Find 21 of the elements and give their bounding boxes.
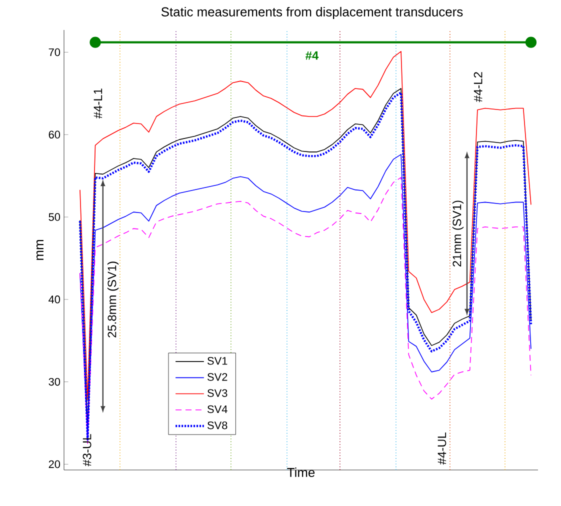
y-tick-label: 60 (48, 130, 60, 139)
y-tick-label: 20 (48, 460, 60, 468)
annotation: #4-UL (438, 432, 446, 465)
annotation: #4 (306, 51, 319, 60)
y-tick-label: 30 (48, 378, 60, 386)
y-tick-label: 40 (48, 296, 60, 304)
x-axis-title: Time (287, 468, 315, 478)
annotation: 21mm (SV1) (452, 200, 464, 266)
y-tick-label: 70 (48, 48, 60, 56)
annotation: #4-L2 (474, 72, 482, 102)
legend-label: SV3 (207, 389, 228, 397)
legend-label: SV8 (207, 421, 228, 430)
y-tick-label: 50 (48, 213, 60, 221)
legend-label: SV4 (207, 405, 228, 414)
legend-label: SV2 (207, 373, 228, 381)
annotation: 25.8mm (SV1) (107, 262, 119, 338)
chart-title: Static measurements from displacement transducers (161, 6, 463, 20)
annotation: #3-UL (82, 434, 92, 466)
legend-label: SV1 (207, 356, 228, 365)
y-axis-title: mm (36, 240, 44, 260)
annotation: #4-L1 (94, 88, 102, 119)
